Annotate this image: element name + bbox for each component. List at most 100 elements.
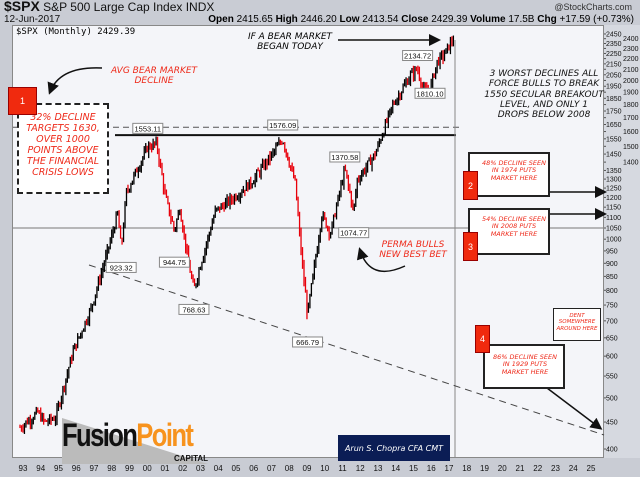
annotation-box-1-text: 32% decline targets 1630, over 1000 poin… <box>26 112 100 178</box>
x-tick-label: 08 <box>285 464 294 473</box>
price-label: 923.32 <box>110 263 133 272</box>
logo-fusion: Fusion <box>62 417 138 453</box>
x-tick-label: 95 <box>54 464 63 473</box>
y-tick-label: 1900 <box>623 90 639 97</box>
y-tick-label: 650 <box>606 335 618 342</box>
y-tick-label: 1350 <box>606 168 622 175</box>
annotation-box-2-text: 48% decline seen in 1974 puts market her… <box>482 159 546 182</box>
symbol-title: $SPX S&P 500 Large Cap Index INDX <box>4 0 214 14</box>
perma-bulls-text: Perma bulls new best bet <box>379 240 447 261</box>
y-tick-label: 600 <box>606 354 618 361</box>
y-tick-label: 550 <box>606 374 618 381</box>
y-tick-label: 2050 <box>606 72 622 79</box>
x-tick-label: 01 <box>161 464 170 473</box>
y-tick-label: 1100 <box>606 215 621 222</box>
index-name: S&P 500 Large Cap Index <box>43 0 183 14</box>
annotation-box-1: 32% decline targets 1630, over 1000 poin… <box>17 103 109 194</box>
y-tick-label: 1050 <box>606 225 622 232</box>
x-tick-label: 23 <box>551 464 560 473</box>
y-tick-label: 2000 <box>623 78 639 85</box>
annotation-box-3-text: 54% decline seen in 2008 puts market her… <box>482 215 546 238</box>
price-label-box <box>292 336 324 348</box>
close-label: Close <box>401 14 429 25</box>
y-tick-label: 950 <box>606 248 618 255</box>
x-tick-label: 94 <box>36 464 45 473</box>
price-label-box <box>132 122 164 134</box>
y-tick-label: 2400 <box>623 36 639 43</box>
x-tick-label: 25 <box>587 464 596 473</box>
price-label: 666.79 <box>296 338 319 347</box>
chg-value: +17.59 (+0.73%) <box>559 14 635 25</box>
chg-label: Chg <box>537 14 557 25</box>
annotation-box-2: 48% decline seen in 1974 puts market her… <box>468 152 550 197</box>
y-tick-label: 1850 <box>606 96 622 103</box>
perma-bulls-arrow <box>356 247 406 272</box>
y-tick-label: 400 <box>606 447 618 454</box>
marker-3: 3 <box>463 232 478 261</box>
price-label: 768.63 <box>182 305 205 314</box>
bear-today-text: If a bear market began today <box>247 32 333 53</box>
x-tick-label: 07 <box>267 464 276 473</box>
x-tick-label: 06 <box>249 464 258 473</box>
x-tick-label: 09 <box>303 464 312 473</box>
logo-point: Point <box>136 417 194 453</box>
volume-value: 17.5B <box>508 14 535 25</box>
fusionpoint-logo: FusionPoint CAPITAL <box>62 418 212 464</box>
y-tick-label: 2200 <box>623 56 639 63</box>
x-tick-label: 14 <box>391 464 400 473</box>
y-tick-label: 1750 <box>606 109 622 116</box>
x-tick-label: 10 <box>320 464 329 473</box>
y-tick-label: 800 <box>606 288 618 295</box>
y-tick-label: 750 <box>606 303 618 310</box>
x-tick-label: 24 <box>569 464 578 473</box>
x-tick-label: 98 <box>107 464 116 473</box>
x-tick-label: 03 <box>196 464 205 473</box>
x-tick-label: 11 <box>338 464 347 473</box>
x-tick-label: 96 <box>72 464 81 473</box>
price-label: 1370.58 <box>331 153 358 162</box>
y-tick-label: 450 <box>606 420 618 427</box>
high-value: 2446.20 <box>300 14 337 25</box>
price-label: 2134.72 <box>404 52 431 61</box>
x-tick-label: 02 <box>178 464 187 473</box>
dent-text: Dent somewhere around here <box>556 313 598 332</box>
x-tick-label: 21 <box>516 464 525 473</box>
x-tick-label: 18 <box>462 464 471 473</box>
y-axis <box>604 25 640 458</box>
y-tick-label: 1650 <box>606 122 622 129</box>
y-tick-label: 1000 <box>606 237 622 244</box>
x-tick-label: 04 <box>214 464 223 473</box>
y-tick-label: 1550 <box>606 136 622 143</box>
x-tick-label: 97 <box>90 464 99 473</box>
y-tick-label: 2250 <box>606 51 622 58</box>
x-tick-label: 22 <box>533 464 542 473</box>
chart-legend: $SPX (Monthly) 2429.39 <box>16 27 136 37</box>
y-tick-label: 1450 <box>606 152 622 159</box>
y-tick-label: 1300 <box>606 177 622 184</box>
dent-box: Dent somewhere around here <box>553 308 601 341</box>
y-tick-label: 2350 <box>606 41 622 48</box>
volume-label: Volume <box>470 14 506 25</box>
y-tick-label: 900 <box>606 261 618 268</box>
y-tick-label: 1250 <box>606 186 622 193</box>
annotation-box-4-text: 86% decline seen in 1929 puts market her… <box>493 353 557 376</box>
close-value: 2429.39 <box>431 14 468 25</box>
author-badge: Arun S. Chopra CFA CMT <box>338 435 450 461</box>
price-label-box <box>329 151 361 163</box>
open-value: 2415.65 <box>236 14 273 25</box>
marker-1: 1 <box>8 87 37 115</box>
source: @StockCharts.com <box>554 2 632 12</box>
y-tick-label: 1950 <box>606 84 622 91</box>
y-tick-label: 1600 <box>623 129 639 136</box>
y-tick-label: 1800 <box>623 102 639 109</box>
y-tick-label: 1400 <box>623 160 639 167</box>
y-tick-label: 500 <box>606 395 618 402</box>
price-label-box <box>105 261 137 273</box>
y-tick-label: 2150 <box>606 61 622 68</box>
marker-4: 4 <box>475 325 490 353</box>
y-tick-label: 2100 <box>623 67 639 74</box>
avg-bear-arrow <box>47 67 103 95</box>
low-label: Low <box>339 14 360 25</box>
open-label: Open <box>208 14 234 25</box>
logo-capital: CAPITAL <box>174 454 209 463</box>
